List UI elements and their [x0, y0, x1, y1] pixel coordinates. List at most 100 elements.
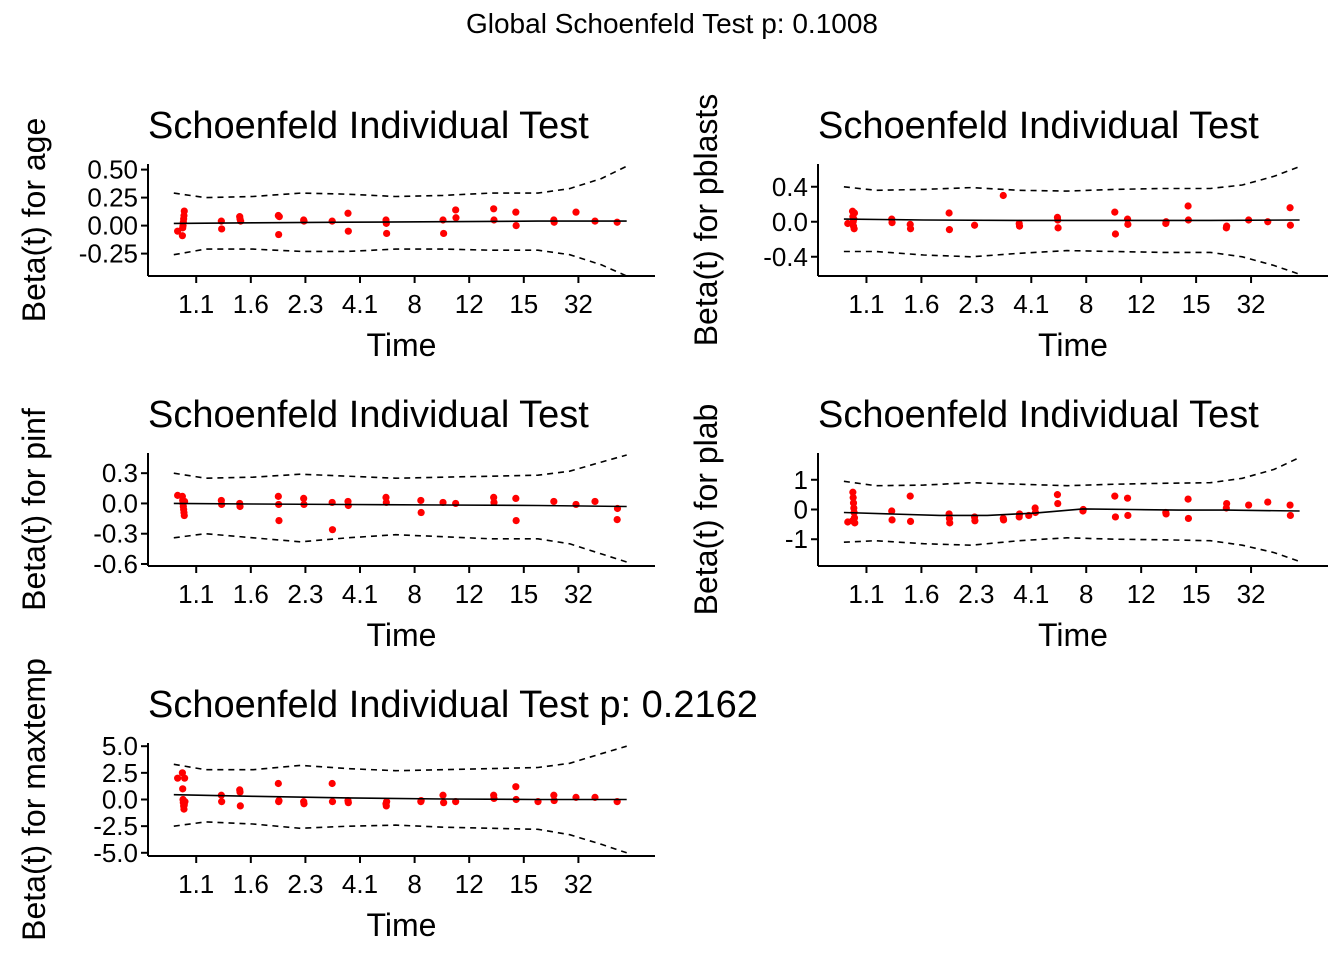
lower-confidence-band — [843, 536, 1300, 563]
x-tick-label: 32 — [564, 869, 593, 899]
x-axis-label: Time — [367, 907, 437, 943]
residual-point — [550, 218, 558, 226]
x-tick-label: 2.3 — [958, 289, 994, 319]
residual-point — [970, 221, 979, 229]
x-tick-label: 1.1 — [178, 579, 214, 609]
y-tick-label: 0.50 — [87, 155, 138, 185]
residual-point — [512, 783, 520, 791]
residual-point — [440, 799, 448, 807]
residual-point — [1286, 501, 1294, 509]
residual-point — [452, 214, 460, 222]
residual-point — [344, 799, 352, 807]
residual-point — [1053, 491, 1062, 499]
y-tick-label: -5.0 — [93, 838, 138, 868]
x-tick-label: 1.1 — [848, 289, 884, 319]
y-tick-label: -2.5 — [93, 811, 138, 841]
residual-point — [572, 500, 580, 509]
residual-point — [236, 788, 244, 796]
residual-point — [1124, 511, 1132, 520]
beta-fit-line — [173, 502, 627, 508]
residual-point — [849, 488, 857, 496]
residual-point — [1123, 494, 1132, 502]
residual-point — [275, 230, 283, 239]
residual-point — [512, 516, 520, 525]
residual-point — [591, 497, 599, 506]
residual-point — [906, 492, 914, 500]
residual-point — [512, 494, 520, 503]
residual-point — [850, 225, 858, 233]
x-tick-label: 15 — [509, 579, 538, 609]
x-tick-label: 2.3 — [287, 579, 323, 609]
residual-point — [1223, 222, 1231, 230]
x-tick-label: 8 — [1079, 579, 1093, 609]
residual-point — [999, 516, 1008, 524]
residual-point — [440, 229, 448, 238]
x-tick-label: 1.1 — [178, 869, 214, 899]
residual-point — [181, 798, 189, 806]
residual-point — [945, 209, 953, 217]
x-tick-label: 12 — [1127, 289, 1156, 319]
residual-point — [180, 511, 188, 520]
residual-point — [888, 219, 896, 227]
residual-point — [1111, 208, 1119, 216]
x-tick-label: 32 — [564, 289, 593, 319]
upper-confidence-band — [173, 454, 627, 480]
residual-point — [439, 791, 447, 799]
upper-confidence-band — [843, 456, 1300, 487]
x-tick-label: 2.3 — [958, 579, 994, 609]
x-tick-label: 15 — [1182, 289, 1211, 319]
panel-title: Schoenfeld Individual Test — [818, 394, 1259, 436]
residual-point — [274, 779, 282, 788]
residual-point — [344, 209, 352, 217]
residual-point — [452, 499, 460, 508]
x-tick-label: 1.6 — [903, 289, 939, 319]
residual-point — [1184, 202, 1192, 210]
residual-point — [417, 508, 425, 517]
residual-point — [613, 515, 621, 524]
x-tick-label: 8 — [1079, 289, 1093, 319]
residual-point — [1184, 495, 1192, 503]
residual-point — [236, 802, 244, 810]
y-axis-label: Beta(t) for pblasts — [688, 94, 724, 347]
x-axis-label: Time — [1038, 327, 1108, 363]
upper-confidence-band — [173, 165, 628, 199]
x-tick-label: 8 — [407, 289, 421, 319]
residual-point — [452, 206, 460, 214]
y-tick-label: 2.5 — [102, 758, 138, 788]
x-tick-label: 12 — [455, 579, 484, 609]
x-tick-label: 4.1 — [1013, 289, 1049, 319]
residual-point — [1245, 501, 1253, 509]
residual-point — [844, 219, 852, 228]
residual-point — [550, 497, 558, 506]
x-tick-label: 8 — [407, 869, 421, 899]
residual-point — [490, 498, 498, 507]
y-axis-label: Beta(t) for maxtemp — [16, 658, 52, 941]
x-tick-label: 1.6 — [233, 869, 269, 899]
x-tick-label: 1.1 — [848, 579, 884, 609]
residual-point — [344, 501, 352, 510]
residual-point — [1162, 510, 1170, 518]
residual-point — [1162, 218, 1170, 226]
residual-point — [490, 794, 498, 803]
residual-point — [1184, 514, 1193, 523]
y-tick-label: -0.6 — [93, 549, 138, 579]
residual-point — [1111, 492, 1119, 500]
residual-point — [300, 494, 308, 503]
panel-title: Schoenfeld Individual Test — [818, 105, 1259, 147]
beta-fit-line — [173, 220, 627, 225]
residual-point — [181, 774, 189, 782]
x-tick-label: 32 — [1237, 579, 1266, 609]
residual-point — [1111, 230, 1120, 238]
residual-point — [178, 232, 186, 240]
panel-title: Schoenfeld Individual Test — [148, 105, 589, 147]
y-tick-label: 0 — [794, 495, 808, 525]
residual-point — [906, 517, 915, 525]
x-tick-label: 1.1 — [178, 289, 214, 319]
residual-point — [512, 222, 520, 230]
residual-point — [300, 217, 308, 225]
residual-point — [490, 205, 498, 213]
x-tick-label: 4.1 — [1013, 579, 1049, 609]
residual-point — [275, 796, 283, 805]
y-tick-label: -1 — [785, 524, 808, 554]
residual-point — [888, 507, 896, 515]
